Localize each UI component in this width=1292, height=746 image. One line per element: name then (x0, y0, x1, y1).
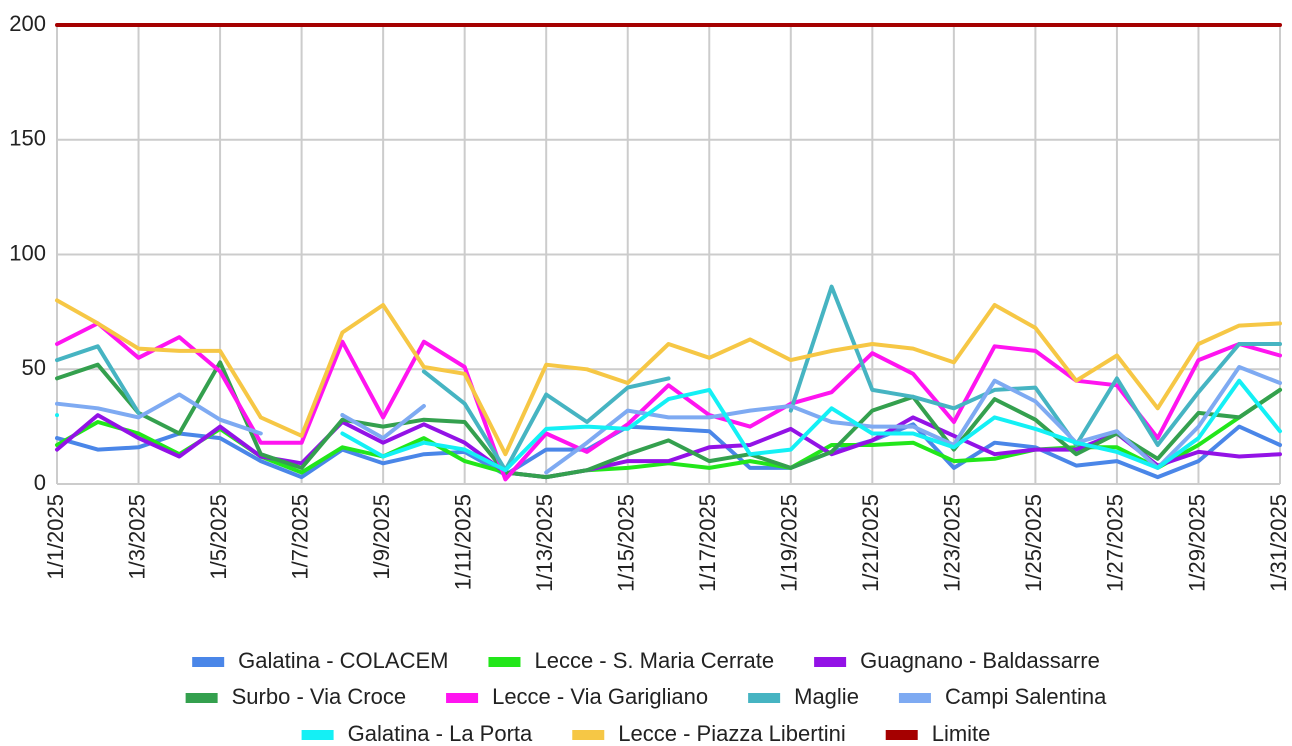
legend-label: Lecce - Via Garigliano (492, 684, 708, 709)
legend-row: Surbo - Via Croce Lecce - Via Garigliano M… (185, 684, 1107, 709)
y-tick-label: 100 (9, 240, 46, 265)
legend-label: Surbo - Via Croce (232, 684, 406, 709)
legend-label: Campi Salentina (945, 684, 1107, 709)
legend-swatch (814, 657, 847, 667)
legend-item: Lecce - Via Garigliano (446, 684, 708, 709)
legend-label: Galatina - COLACEM (238, 648, 448, 673)
legend-swatch (885, 730, 918, 740)
x-tick-label: 1/23/2025 (940, 494, 965, 592)
y-tick-label: 0 (34, 470, 46, 495)
x-tick-label: 1/7/2025 (287, 494, 312, 580)
x-tick-label: 1/15/2025 (614, 494, 639, 592)
x-tick-label: 1/17/2025 (695, 494, 720, 592)
legend-swatch (185, 693, 218, 703)
legend-label: Limite (932, 721, 991, 746)
x-tick-label: 1/29/2025 (1184, 494, 1209, 592)
legend-label: Galatina - La Porta (348, 721, 533, 746)
x-tick-label: 1/31/2025 (1266, 494, 1291, 592)
y-tick-label: 50 (22, 355, 46, 380)
x-tick-label: 1/19/2025 (777, 494, 802, 592)
x-tick-label: 1/27/2025 (1103, 494, 1128, 592)
legend-swatch (192, 657, 225, 667)
x-tick-label: 1/5/2025 (206, 494, 231, 580)
legend-label: Lecce - Piazza Libertini (618, 721, 845, 746)
x-tick-label: 1/11/2025 (450, 494, 475, 590)
legend-item: Limite (885, 721, 991, 746)
legend-swatch (572, 730, 605, 740)
legend-item: Campi Salentina (898, 684, 1107, 709)
legend-label: Maglie (794, 684, 859, 709)
legend-item: Guagnano - Baldassarre (814, 648, 1100, 673)
x-tick-label: 1/13/2025 (532, 494, 557, 592)
legend-swatch (898, 693, 931, 703)
legend-item: Surbo - Via Croce (185, 684, 406, 709)
series-line (55, 378, 1282, 473)
x-tick-label: 1/1/2025 (43, 494, 68, 580)
x-tick-label: 1/3/2025 (124, 494, 149, 580)
legend-item: Lecce - Piazza Libertini (572, 721, 846, 746)
series-line (55, 413, 1282, 480)
legend-item: Lecce - S. Maria Cerrate (488, 648, 774, 673)
legend-item: Galatina - La Porta (301, 721, 533, 746)
legend-swatch (301, 730, 334, 740)
y-tick-label: 200 (9, 11, 46, 36)
legend-label: Guagnano - Baldassarre (860, 648, 1100, 673)
series-line (55, 422, 1282, 480)
legend-row: Galatina - COLACEM Lecce - S. Maria Cerra… (192, 648, 1100, 673)
series-line (55, 298, 1282, 457)
x-tick-label: 1/25/2025 (1021, 494, 1046, 592)
legend-swatch (748, 693, 781, 703)
x-tick-label: 1/21/2025 (858, 494, 883, 592)
series-line (55, 360, 1282, 480)
legend-label: Lecce - S. Maria Cerrate (534, 648, 774, 673)
legend-item: Maglie (748, 684, 859, 709)
legend-row: Galatina - La Porta Lecce - Piazza Libert… (301, 721, 991, 746)
y-tick-label: 150 (9, 126, 46, 151)
legend-swatch (446, 693, 479, 703)
x-tick-label: 1/9/2025 (369, 494, 394, 580)
legend-swatch (488, 657, 521, 667)
legend-item: Galatina - COLACEM (192, 648, 448, 673)
